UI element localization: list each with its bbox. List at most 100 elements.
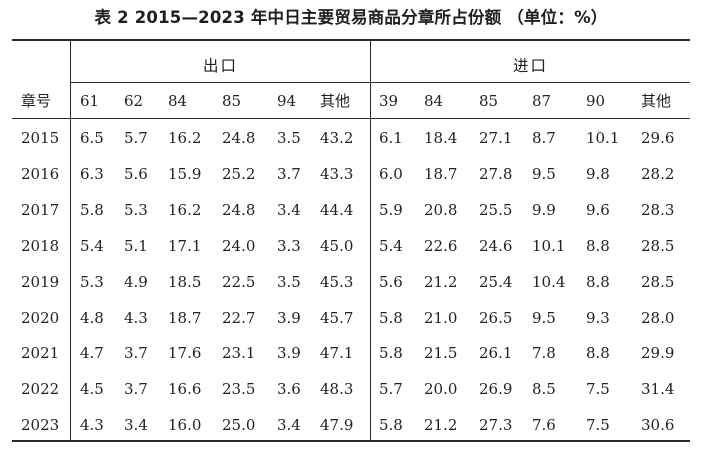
export-value-cell: 47.9 — [320, 416, 354, 435]
export-value-cell: 22.5 — [222, 272, 256, 291]
bottom-rule — [12, 440, 690, 442]
import-value-cell: 8.8 — [586, 344, 610, 363]
export-col-header: 85 — [222, 92, 242, 110]
export-value-cell: 3.4 — [124, 416, 148, 435]
import-value-cell: 5.9 — [379, 200, 403, 219]
import-value-cell: 25.4 — [479, 272, 513, 291]
export-value-cell: 3.9 — [277, 308, 301, 327]
export-value-cell: 4.9 — [124, 272, 148, 291]
export-value-cell: 3.7 — [124, 344, 148, 363]
export-value-cell: 16.6 — [168, 380, 202, 399]
top-rule — [12, 39, 690, 41]
import-col-header: 39 — [379, 92, 399, 110]
import-col-header: 85 — [479, 92, 499, 110]
table-title: 表 2 2015—2023 年中日主要贸易商品分章所占份额 （单位：%） — [94, 8, 608, 27]
export-col-header: 其他 — [320, 92, 351, 110]
import-value-cell: 30.6 — [641, 416, 675, 435]
export-value-cell: 47.1 — [320, 344, 354, 363]
import-value-cell: 7.5 — [586, 416, 610, 435]
import-value-cell: 27.8 — [479, 164, 513, 183]
import-value-cell: 9.5 — [532, 164, 556, 183]
import-value-cell: 24.6 — [479, 236, 513, 255]
export-value-cell: 16.0 — [168, 416, 202, 435]
export-value-cell: 18.7 — [168, 308, 202, 327]
import-value-cell: 7.8 — [532, 344, 556, 363]
import-value-cell: 7.5 — [586, 380, 610, 399]
import-value-cell: 5.6 — [379, 272, 403, 291]
import-value-cell: 28.2 — [641, 164, 675, 183]
export-col-header: 62 — [124, 92, 144, 110]
import-value-cell: 31.4 — [641, 380, 675, 399]
export-value-cell: 5.1 — [124, 236, 148, 255]
export-col-header: 84 — [168, 92, 188, 110]
import-value-cell: 5.4 — [379, 236, 403, 255]
import-value-cell: 27.1 — [479, 129, 513, 147]
export-value-cell: 24.0 — [222, 236, 256, 255]
export-value-cell: 3.9 — [277, 344, 301, 363]
import-value-cell: 8.8 — [586, 236, 610, 255]
row-label-header: 章号 — [21, 92, 52, 110]
export-value-cell: 5.8 — [80, 200, 104, 219]
export-value-cell: 45.7 — [320, 308, 354, 327]
import-value-cell: 18.4 — [424, 129, 458, 147]
export-value-cell: 17.1 — [168, 236, 202, 255]
year-cell: 2018 — [21, 236, 60, 255]
group-header-rule — [70, 82, 690, 84]
export-value-cell: 6.5 — [80, 129, 104, 147]
export-value-cell: 17.6 — [168, 344, 202, 363]
export-col-header: 94 — [277, 92, 297, 110]
export-value-cell: 44.4 — [320, 200, 354, 219]
export-import-divider — [370, 40, 372, 440]
import-value-cell: 5.8 — [379, 308, 403, 327]
import-value-cell: 27.3 — [479, 416, 513, 435]
year-cell: 2015 — [21, 129, 60, 147]
import-value-cell: 10.4 — [532, 272, 566, 291]
export-value-cell: 4.8 — [80, 308, 104, 327]
import-value-cell: 6.0 — [379, 164, 403, 183]
export-value-cell: 25.0 — [222, 416, 256, 435]
import-value-cell: 22.6 — [424, 236, 458, 255]
export-value-cell: 3.3 — [277, 236, 301, 255]
year-cell: 2019 — [21, 272, 60, 291]
export-value-cell: 6.3 — [80, 164, 104, 183]
import-col-header: 87 — [532, 92, 552, 110]
export-value-cell: 3.7 — [124, 380, 148, 399]
import-col-header: 90 — [586, 92, 606, 110]
year-cell: 2017 — [21, 200, 60, 219]
export-value-cell: 5.3 — [80, 272, 104, 291]
import-value-cell: 21.0 — [424, 308, 458, 327]
import-col-header: 84 — [424, 92, 444, 110]
export-value-cell: 5.3 — [124, 200, 148, 219]
export-value-cell: 3.6 — [277, 380, 301, 399]
import-value-cell: 20.0 — [424, 380, 458, 399]
import-value-cell: 7.6 — [532, 416, 556, 435]
export-value-cell: 4.3 — [80, 416, 104, 435]
import-value-cell: 29.6 — [641, 129, 675, 147]
import-value-cell: 28.5 — [641, 272, 675, 291]
row-label-divider — [70, 40, 72, 440]
import-value-cell: 9.8 — [586, 164, 610, 183]
import-value-cell: 25.5 — [479, 200, 513, 219]
export-value-cell: 45.0 — [320, 236, 354, 255]
export-value-cell: 5.7 — [124, 129, 148, 147]
import-value-cell: 5.8 — [379, 344, 403, 363]
import-value-cell: 28.5 — [641, 236, 675, 255]
export-value-cell: 23.5 — [222, 380, 256, 399]
import-value-cell: 26.9 — [479, 380, 513, 399]
export-value-cell: 4.7 — [80, 344, 104, 363]
import-value-cell: 10.1 — [586, 129, 620, 147]
export-value-cell: 4.3 — [124, 308, 148, 327]
export-value-cell: 5.4 — [80, 236, 104, 255]
export-value-cell: 23.1 — [222, 344, 256, 363]
import-value-cell: 9.6 — [586, 200, 610, 219]
year-cell: 2020 — [21, 308, 60, 327]
export-value-cell: 25.2 — [222, 164, 256, 183]
import-value-cell: 10.1 — [532, 236, 566, 255]
export-value-cell: 22.7 — [222, 308, 256, 327]
export-value-cell: 4.5 — [80, 380, 104, 399]
export-col-header: 61 — [80, 92, 100, 110]
export-value-cell: 43.2 — [320, 129, 354, 147]
import-value-cell: 9.9 — [532, 200, 556, 219]
export-value-cell: 45.3 — [320, 272, 354, 291]
import-value-cell: 21.5 — [424, 344, 458, 363]
